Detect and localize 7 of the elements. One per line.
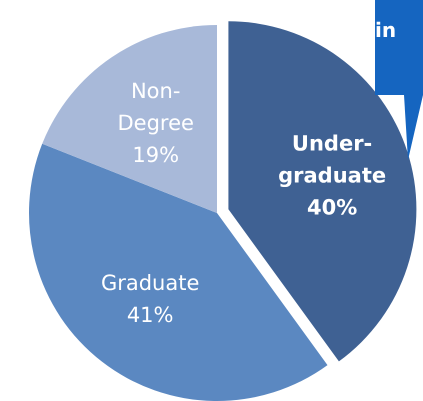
data-label: 19% bbox=[132, 142, 180, 167]
text: in bbox=[375, 0, 423, 95]
slice-label: Graduate bbox=[100, 271, 200, 296]
data-label: 41% bbox=[126, 303, 174, 328]
data-label: 40% bbox=[306, 196, 358, 220]
slice-label: Non-Degree bbox=[117, 78, 194, 135]
slice-label: Under-graduate bbox=[278, 132, 386, 188]
